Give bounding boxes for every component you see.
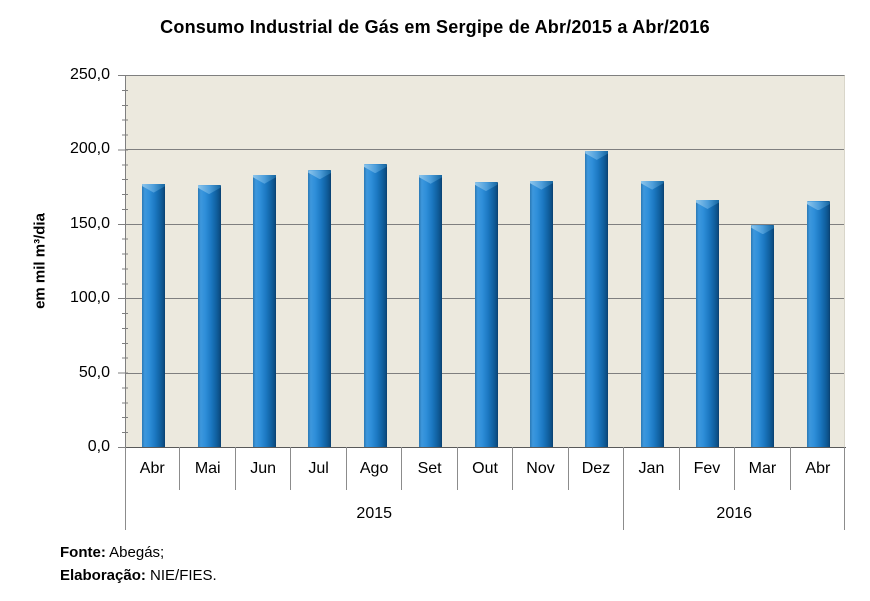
elaboration-label: Elaboração: (60, 567, 146, 584)
plot-area (125, 75, 845, 447)
source-label: Fonte: (60, 544, 106, 561)
group-separator-2 (844, 447, 845, 530)
x-tick-fev-2016: Fev (680, 447, 736, 490)
bar-jan-2016 (640, 180, 664, 447)
y-tick-label-0_0: 0,0 (87, 438, 110, 455)
bar-ago-2015 (363, 164, 387, 447)
footer: Fonte: Abegás; Elaboração: NIE/FIES. (60, 541, 217, 587)
elaboration-value: NIE/FIES. (150, 567, 217, 584)
y-axis-title: em mil m³/dia (31, 213, 49, 309)
x-tick-abr-2016: Abr (805, 459, 831, 477)
bar-out-2015 (474, 182, 498, 447)
y-tick-label-250_0: 250,0 (69, 66, 110, 83)
x-tick-abr-2015: Abr (125, 447, 181, 490)
bar-nov-2015 (529, 180, 553, 447)
gridline-200 (126, 149, 844, 151)
x-axis-line (125, 447, 846, 448)
y-axis-major-ticks (118, 75, 122, 448)
x-tick-out-2015: Out (458, 447, 514, 490)
bar-dez-2015 (585, 150, 609, 447)
bar-mai-2015 (197, 185, 221, 447)
chart-title: Consumo Industrial de Gás em Sergipe de … (160, 17, 710, 37)
bar-jun-2015 (252, 174, 276, 447)
x-tick-jun-2015: Jun (236, 447, 292, 490)
bar-jul-2015 (308, 170, 332, 447)
bar-mar-2016 (751, 225, 775, 447)
x-tick-ago-2015: Ago (347, 447, 403, 490)
source-value: Abegás; (109, 544, 165, 561)
y-tick-label-150_0: 150,0 (69, 214, 110, 232)
x-tick-mar-2016: Mar (735, 447, 791, 490)
x-tick-dez-2015: Dez (569, 447, 625, 490)
x-group-label-2015: 2015 (356, 504, 393, 522)
x-tick-nov-2015: Nov (513, 447, 569, 490)
group-separator-0 (125, 447, 126, 530)
bar-abr-2015 (142, 183, 166, 447)
x-axis-month-labels: Abr Mai Jun Jul Ago Set Out Nov Dez Jan Fev Mar Abr (125, 447, 845, 490)
source-line: Fonte: Abegás; (60, 541, 217, 564)
x-tick-mai-2015: Mai (180, 447, 236, 490)
elaboration-line: Elaboração: NIE/FIES. (60, 564, 217, 587)
bar-fev-2016 (696, 200, 720, 447)
x-tick-jan-2016: Jan (624, 447, 680, 490)
x-tick-jul-2015: Jul (291, 447, 347, 490)
bar-set-2015 (419, 174, 443, 447)
y-tick-label-200_0: 200,0 (69, 140, 110, 158)
x-tick-set-2015: Set (402, 447, 458, 490)
x-group-label-2016: 2016 (716, 504, 753, 522)
y-axis-minor-ticks (122, 75, 128, 448)
y-tick-label-100_0: 100,0 (69, 289, 110, 307)
y-tick-label-50_0: 50,0 (78, 363, 110, 381)
group-separator-1 (623, 447, 625, 530)
bar-abr-2016 (806, 201, 830, 447)
x-axis: Abr Mai Jun Jul Ago Set Out Nov Dez Jan Fev Mar Abr … (125, 447, 845, 530)
